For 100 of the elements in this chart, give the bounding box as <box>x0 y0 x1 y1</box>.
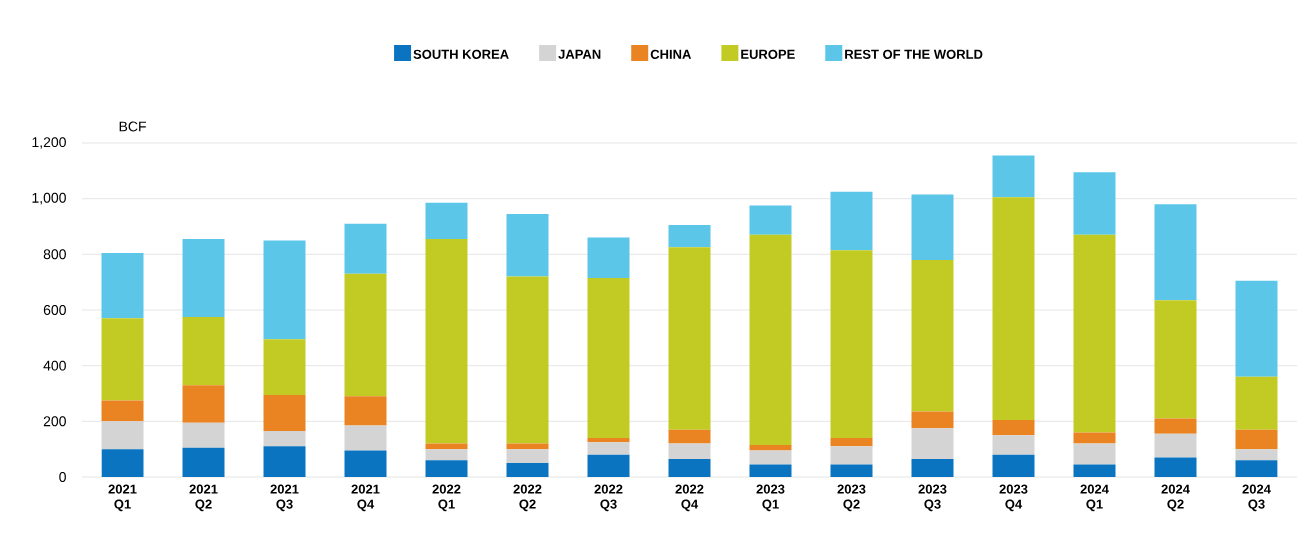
bar <box>830 191 873 251</box>
bar <box>587 442 630 455</box>
bar <box>992 435 1035 455</box>
bar <box>830 446 873 465</box>
bar <box>182 385 225 423</box>
bar <box>1073 172 1116 235</box>
x-tick-label: 2024 Q3 <box>1242 484 1271 512</box>
bar <box>1154 204 1197 301</box>
bar <box>1235 280 1278 377</box>
bar <box>911 194 954 260</box>
bar <box>101 421 144 450</box>
bar <box>344 450 387 477</box>
bar <box>911 411 954 429</box>
bar <box>587 454 630 477</box>
legend-label: CHINA <box>650 49 692 59</box>
bar <box>587 237 630 278</box>
x-tick-label: 2022 Q2 <box>513 484 542 512</box>
x-tick-label: 2021 Q2 <box>189 484 218 512</box>
bar <box>749 234 792 445</box>
legend-label: REST OF THE WORLD <box>845 49 983 59</box>
bar <box>344 425 387 451</box>
bar <box>1073 432 1116 444</box>
bar <box>263 240 306 340</box>
bar <box>1154 418 1197 434</box>
bar <box>1073 234 1116 433</box>
bar <box>344 223 387 274</box>
bar <box>1073 443 1116 465</box>
bar <box>749 464 792 477</box>
bar <box>263 431 306 447</box>
bar <box>425 239 468 444</box>
bar <box>911 259 954 412</box>
bar <box>506 449 549 464</box>
y-tick-label: 800 <box>43 249 66 260</box>
x-tick-label: 2021 Q3 <box>270 484 299 512</box>
bar <box>425 449 468 461</box>
bar <box>668 247 711 430</box>
bar <box>1235 460 1278 477</box>
bar <box>1235 449 1278 461</box>
x-tick-label: 2023 Q1 <box>756 484 785 512</box>
y-tick-label: 400 <box>43 360 66 371</box>
x-tick-label: 2021 Q1 <box>108 484 137 512</box>
bar <box>344 273 387 397</box>
bar <box>911 428 954 459</box>
bar <box>1235 376 1278 430</box>
x-tick-label: 2023 Q3 <box>918 484 947 512</box>
x-tick-label: 2022 Q3 <box>594 484 623 512</box>
bar <box>101 449 144 477</box>
bar <box>182 316 225 386</box>
bar <box>101 252 144 319</box>
bar <box>587 277 630 439</box>
bar <box>992 419 1035 436</box>
bar <box>425 460 468 477</box>
bar <box>101 400 144 422</box>
bar <box>830 464 873 477</box>
x-tick-label: 2024 Q1 <box>1080 484 1109 512</box>
x-tick-label: 2021 Q4 <box>351 484 380 512</box>
bar <box>1073 464 1116 477</box>
bar <box>1235 429 1278 450</box>
bar <box>506 463 549 477</box>
bar <box>425 443 468 450</box>
bar <box>1154 457 1197 477</box>
bar <box>749 444 792 451</box>
bar <box>668 458 711 477</box>
bar <box>749 450 792 465</box>
bar <box>506 213 549 277</box>
y-axis-title: BCF <box>119 121 146 132</box>
bar <box>830 250 873 439</box>
bar <box>506 276 549 444</box>
x-tick-label: 2023 Q4 <box>999 484 1028 512</box>
bar <box>830 438 873 447</box>
x-tick-label: 2022 Q1 <box>432 484 461 512</box>
bar <box>182 447 225 477</box>
bar <box>992 454 1035 477</box>
bar <box>506 443 549 450</box>
y-tick-label: 1,200 <box>32 137 66 149</box>
legend-label: EUROPE <box>741 49 795 59</box>
bar <box>992 197 1035 420</box>
x-tick-label: 2024 Q2 <box>1161 484 1190 512</box>
bar <box>668 225 711 248</box>
bar <box>911 458 954 477</box>
bar <box>668 429 711 444</box>
bar <box>101 318 144 401</box>
bar <box>1154 300 1197 419</box>
y-tick-label: 1,000 <box>32 192 66 205</box>
legend-label: SOUTH KOREA <box>413 49 509 59</box>
y-tick-label: 200 <box>43 416 66 427</box>
bar <box>263 394 306 432</box>
bar <box>344 396 387 426</box>
bar <box>263 446 306 477</box>
bar <box>992 155 1035 198</box>
x-tick-label: 2023 Q2 <box>837 484 866 512</box>
bar <box>668 443 711 459</box>
bar <box>425 202 468 240</box>
bar <box>587 438 630 443</box>
bar <box>182 422 225 448</box>
y-tick-label: 0 <box>59 472 66 482</box>
y-tick-label: 600 <box>43 305 66 315</box>
x-tick-label: 2022 Q4 <box>675 484 704 512</box>
bar <box>1154 433 1197 458</box>
bar <box>749 205 792 235</box>
